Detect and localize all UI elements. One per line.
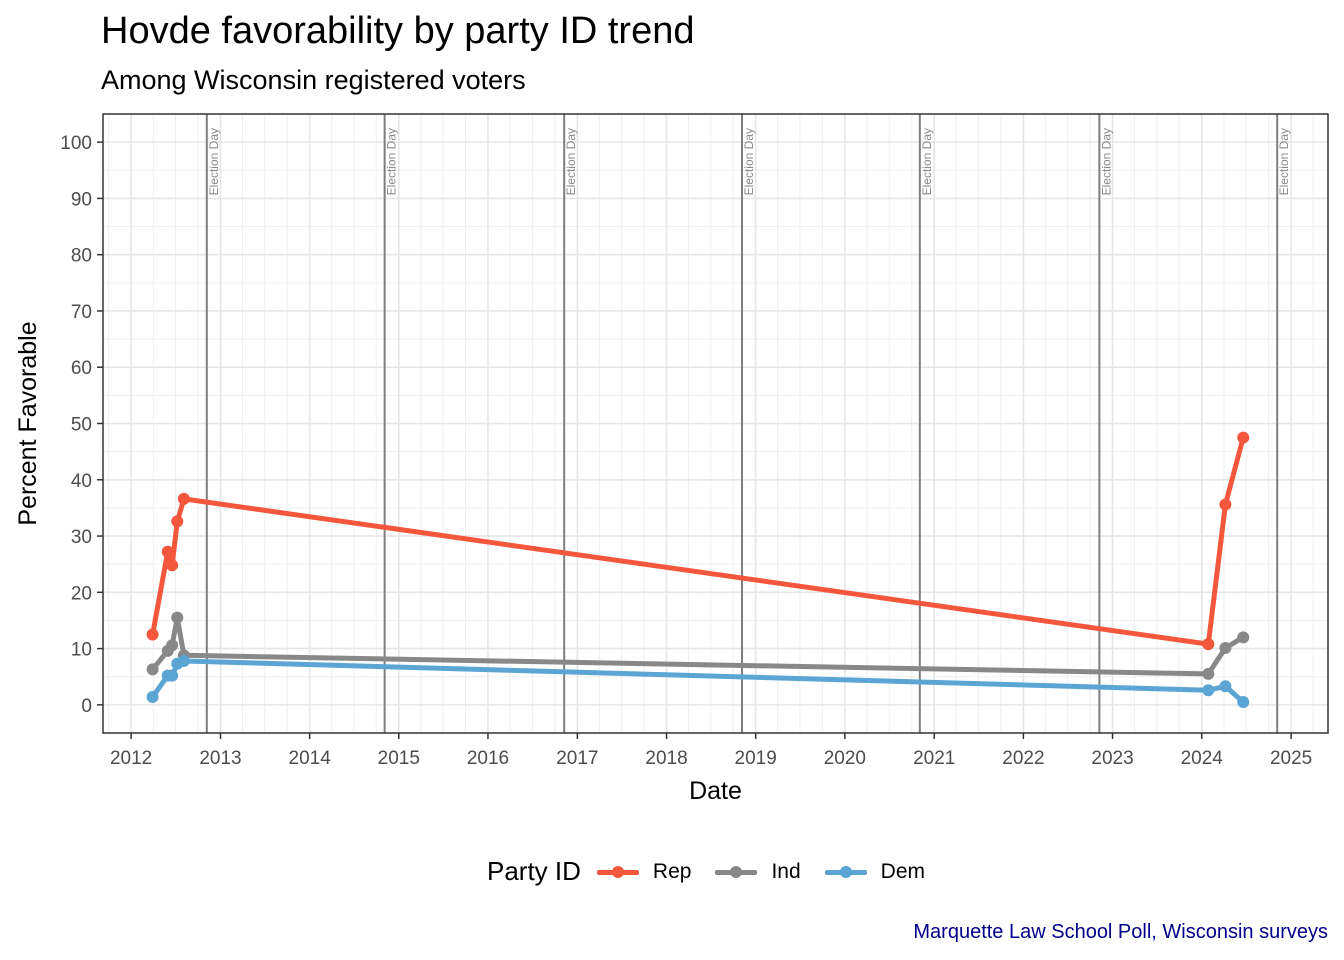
y-tick-label: 10 [71,640,92,661]
data-point-rep [161,545,174,558]
x-tick-label: 2015 [378,748,420,769]
y-tick-label: 90 [71,189,92,210]
legend-key-dem [823,862,869,882]
chart-subtitle: Among Wisconsin registered voters [101,65,526,95]
x-tick-label: 2018 [645,748,687,769]
legend-key-ind [713,862,759,882]
x-tick-label: 2013 [199,748,241,769]
legend-label-rep: Rep [652,859,692,883]
y-tick-label: 0 [81,696,92,717]
x-tick-label: 2021 [913,748,955,769]
data-point-dem [1202,684,1215,697]
election-day-label: Election Day [920,128,934,195]
x-tick-label: 2014 [289,748,332,769]
legend: Party ID Rep Ind Dem [487,856,947,887]
y-tick-label: 70 [71,302,92,323]
x-tick-label: 2024 [1181,748,1224,769]
data-point-rep [171,515,184,528]
y-tick-label: 20 [71,583,92,604]
election-day-label: Election Day [207,128,221,195]
legend-item-rep: Rep [595,859,692,884]
y-tick-label: 60 [71,358,92,379]
y-tick-label: 100 [60,133,92,154]
data-point-dem [166,669,179,682]
legend-label-dem: Dem [880,859,925,883]
election-day-label: Election Day [1277,128,1291,195]
data-point-ind [1237,631,1250,644]
y-tick-label: 50 [71,415,92,436]
x-tick-label: 2023 [1091,748,1133,769]
x-tick-label: 2016 [467,748,509,769]
y-tick-label: 30 [71,527,92,548]
data-point-ind [1219,642,1232,655]
chart-title: Hovde favorability by party ID trend [101,10,695,52]
data-point-rep [146,628,159,641]
legend-label-ind: Ind [771,859,801,883]
y-axis-title: Percent Favorable [14,321,42,525]
data-point-ind [1202,667,1215,680]
data-point-ind [166,639,179,652]
data-point-rep [1202,638,1215,651]
x-tick-label: 2019 [735,748,777,769]
y-tick-label: 80 [71,246,92,267]
data-point-rep [1219,498,1232,511]
x-axis-title: Date [689,777,742,805]
data-point-rep [1237,431,1250,444]
election-day-label: Election Day [385,128,399,195]
data-point-dem [177,654,190,667]
x-tick-label: 2020 [824,748,866,769]
election-day-label: Election Day [742,128,756,195]
data-point-dem [146,690,159,703]
legend-key-rep [595,862,641,882]
x-tick-label: 2022 [1002,748,1044,769]
data-point-ind [171,611,184,624]
data-point-ind [146,663,159,676]
legend-item-ind: Ind [713,859,801,884]
election-day-label: Election Day [564,128,578,195]
data-point-dem [1237,696,1250,709]
data-point-rep [166,559,179,572]
data-point-dem [1219,680,1232,693]
y-tick-label: 40 [71,471,92,492]
legend-item-dem: Dem [823,860,925,884]
x-tick-label: 2012 [110,748,152,769]
data-point-rep [177,492,190,505]
election-day-label: Election Day [1099,128,1113,195]
legend-title: Party ID [487,856,581,886]
x-tick-label: 2017 [556,748,598,769]
x-tick-label: 2025 [1270,748,1312,769]
caption: Marquette Law School Poll, Wisconsin sur… [913,921,1328,943]
